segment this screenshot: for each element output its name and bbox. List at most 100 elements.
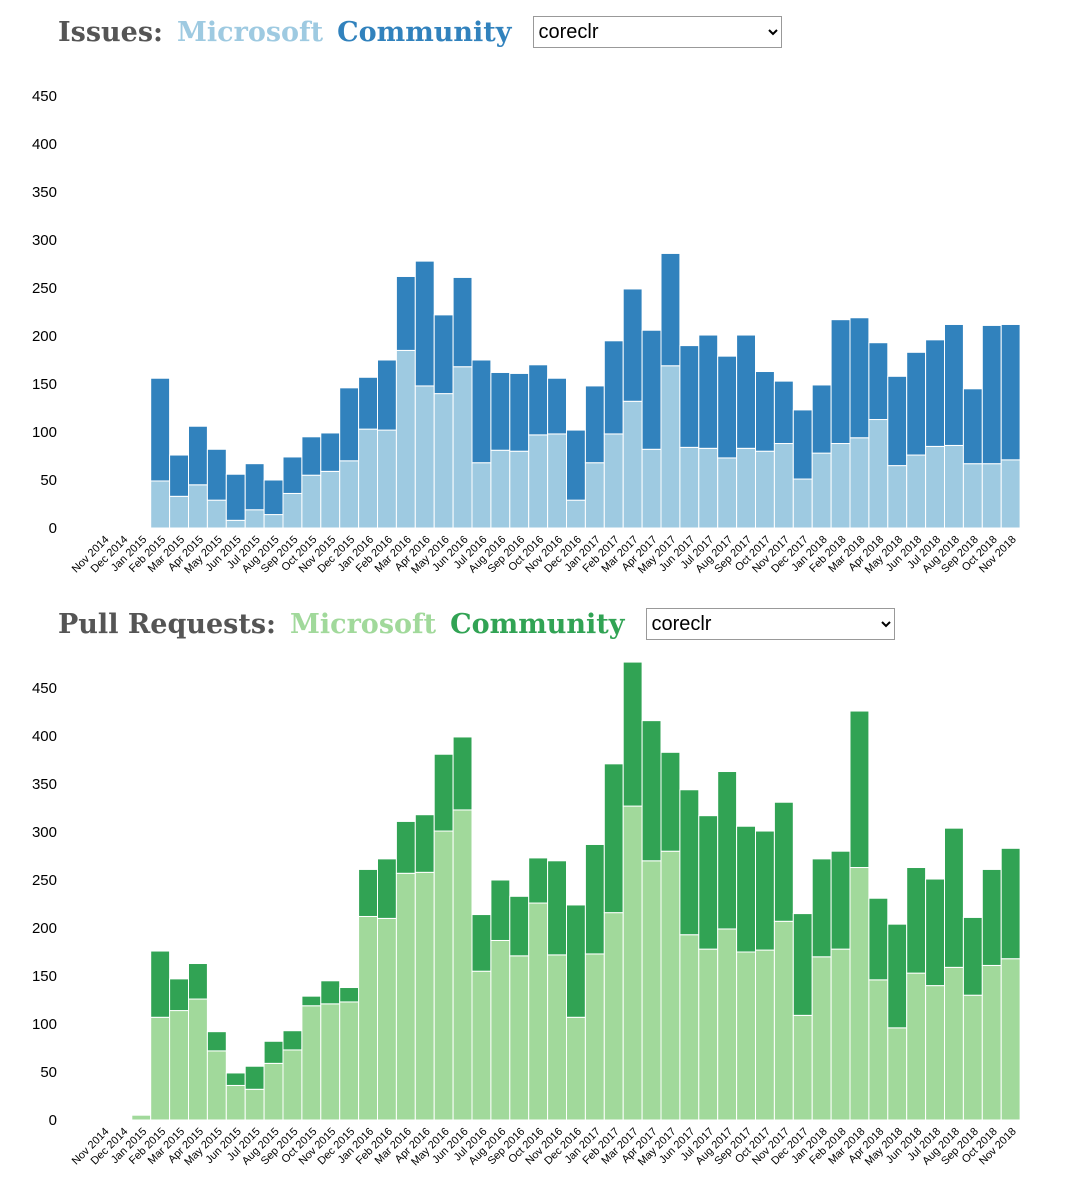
bar-segment (717, 771, 738, 930)
bar-segment (792, 913, 813, 1016)
bar-segment (358, 428, 379, 529)
bar-segment (1000, 958, 1021, 1121)
bar-segment (169, 978, 190, 1012)
bar-segment (773, 920, 794, 1121)
bar-segment (471, 462, 492, 529)
bar-segment (830, 948, 851, 1121)
bar-segment (887, 1027, 908, 1121)
bar-segment (206, 1050, 227, 1121)
bar-segment (150, 1016, 171, 1121)
bar-segment (773, 801, 794, 922)
y-tick-label: 300 (32, 232, 57, 249)
y-tick-label: 200 (32, 920, 57, 937)
bar-segment (377, 917, 397, 1121)
bar-segment (906, 454, 927, 529)
bar-segment (584, 843, 605, 955)
y-tick-label: 250 (32, 280, 57, 297)
bar-segment (358, 915, 379, 1121)
bar-segment (395, 872, 416, 1121)
y-tick-label: 100 (32, 1016, 57, 1033)
bar-segment (490, 879, 511, 941)
bar-segment (206, 448, 227, 501)
bar-segment (962, 388, 983, 465)
y-tick-label: 400 (32, 728, 57, 745)
bar-segment (566, 499, 586, 529)
bar-segment (944, 444, 964, 529)
y-tick-label: 450 (32, 680, 57, 697)
bar-segment (414, 260, 435, 387)
bar-segment (528, 434, 549, 529)
bar-segment (358, 868, 379, 917)
y-tick-label: 400 (32, 136, 57, 153)
bar-segment (717, 928, 738, 1121)
bar-segment (188, 963, 208, 1000)
bar-segment (433, 393, 454, 529)
bar-segment (452, 809, 473, 1121)
bar-segment (584, 385, 605, 464)
bar-segment (320, 432, 341, 472)
bar-segment (622, 288, 643, 402)
bar-segment (244, 463, 265, 511)
bar-segment (868, 979, 889, 1121)
bar-segment (339, 387, 360, 462)
bar-segment (301, 995, 322, 1007)
y-tick-label: 50 (40, 472, 57, 489)
bar-segment (547, 954, 567, 1121)
bar-segment (622, 661, 643, 807)
y-tick-label: 450 (32, 88, 57, 105)
bar-segment (169, 495, 190, 529)
bar-segment (944, 966, 964, 1121)
bar-segment (792, 478, 813, 529)
bar-segment (660, 365, 681, 529)
bar-segment (244, 1088, 265, 1121)
bar-segment (395, 349, 416, 529)
bar-segment (773, 380, 794, 445)
bar-segment (830, 319, 851, 445)
bar-segment (811, 956, 832, 1121)
bar-segment (944, 323, 964, 446)
bar-segment (698, 815, 719, 950)
bar-segment (641, 329, 662, 450)
bar-segment (811, 858, 832, 958)
bar-segment (622, 805, 643, 1121)
bar-segment (414, 871, 435, 1121)
y-tick-label: 150 (32, 968, 57, 985)
bar-segment (150, 480, 171, 529)
bar-segment (566, 904, 586, 1018)
bar-segment (660, 751, 681, 852)
bar-segment (698, 447, 719, 529)
bar-segment (433, 753, 454, 832)
bar-segment (981, 868, 1002, 966)
bar-segment (603, 912, 624, 1121)
bar-segment (225, 1084, 246, 1121)
bar-segment (584, 953, 605, 1121)
bar-segment (471, 914, 492, 972)
bar-segment (566, 1016, 586, 1121)
bar-segment (736, 334, 756, 449)
bar-segment (755, 830, 775, 951)
chart-title: Pull Requests: (58, 608, 276, 640)
repo-select[interactable]: coreclr (533, 16, 783, 48)
bar-segment (320, 470, 341, 529)
bar-segment (263, 1040, 284, 1064)
bar-segment (452, 366, 473, 529)
bar-segment (755, 450, 775, 529)
repo-select[interactable]: coreclr (646, 608, 896, 640)
bar-segment (150, 950, 171, 1018)
bar-segment (679, 789, 700, 936)
bar-segment (433, 314, 454, 395)
bar-segment (377, 359, 397, 431)
bar-segment (282, 1049, 303, 1121)
bar-segment (962, 916, 983, 996)
bar-segment (282, 456, 303, 494)
bar-segment (755, 949, 775, 1121)
bar-segment (169, 1010, 190, 1121)
pr-header: Pull Requests: Microsoft Community corec… (58, 608, 896, 640)
bar-segment (206, 1031, 227, 1052)
bar-segment (547, 433, 567, 529)
y-tick-label: 100 (32, 424, 57, 441)
bar-segment (906, 867, 927, 974)
bar-segment (981, 964, 1002, 1121)
bar-segment (679, 345, 700, 448)
bar-segment (773, 443, 794, 529)
